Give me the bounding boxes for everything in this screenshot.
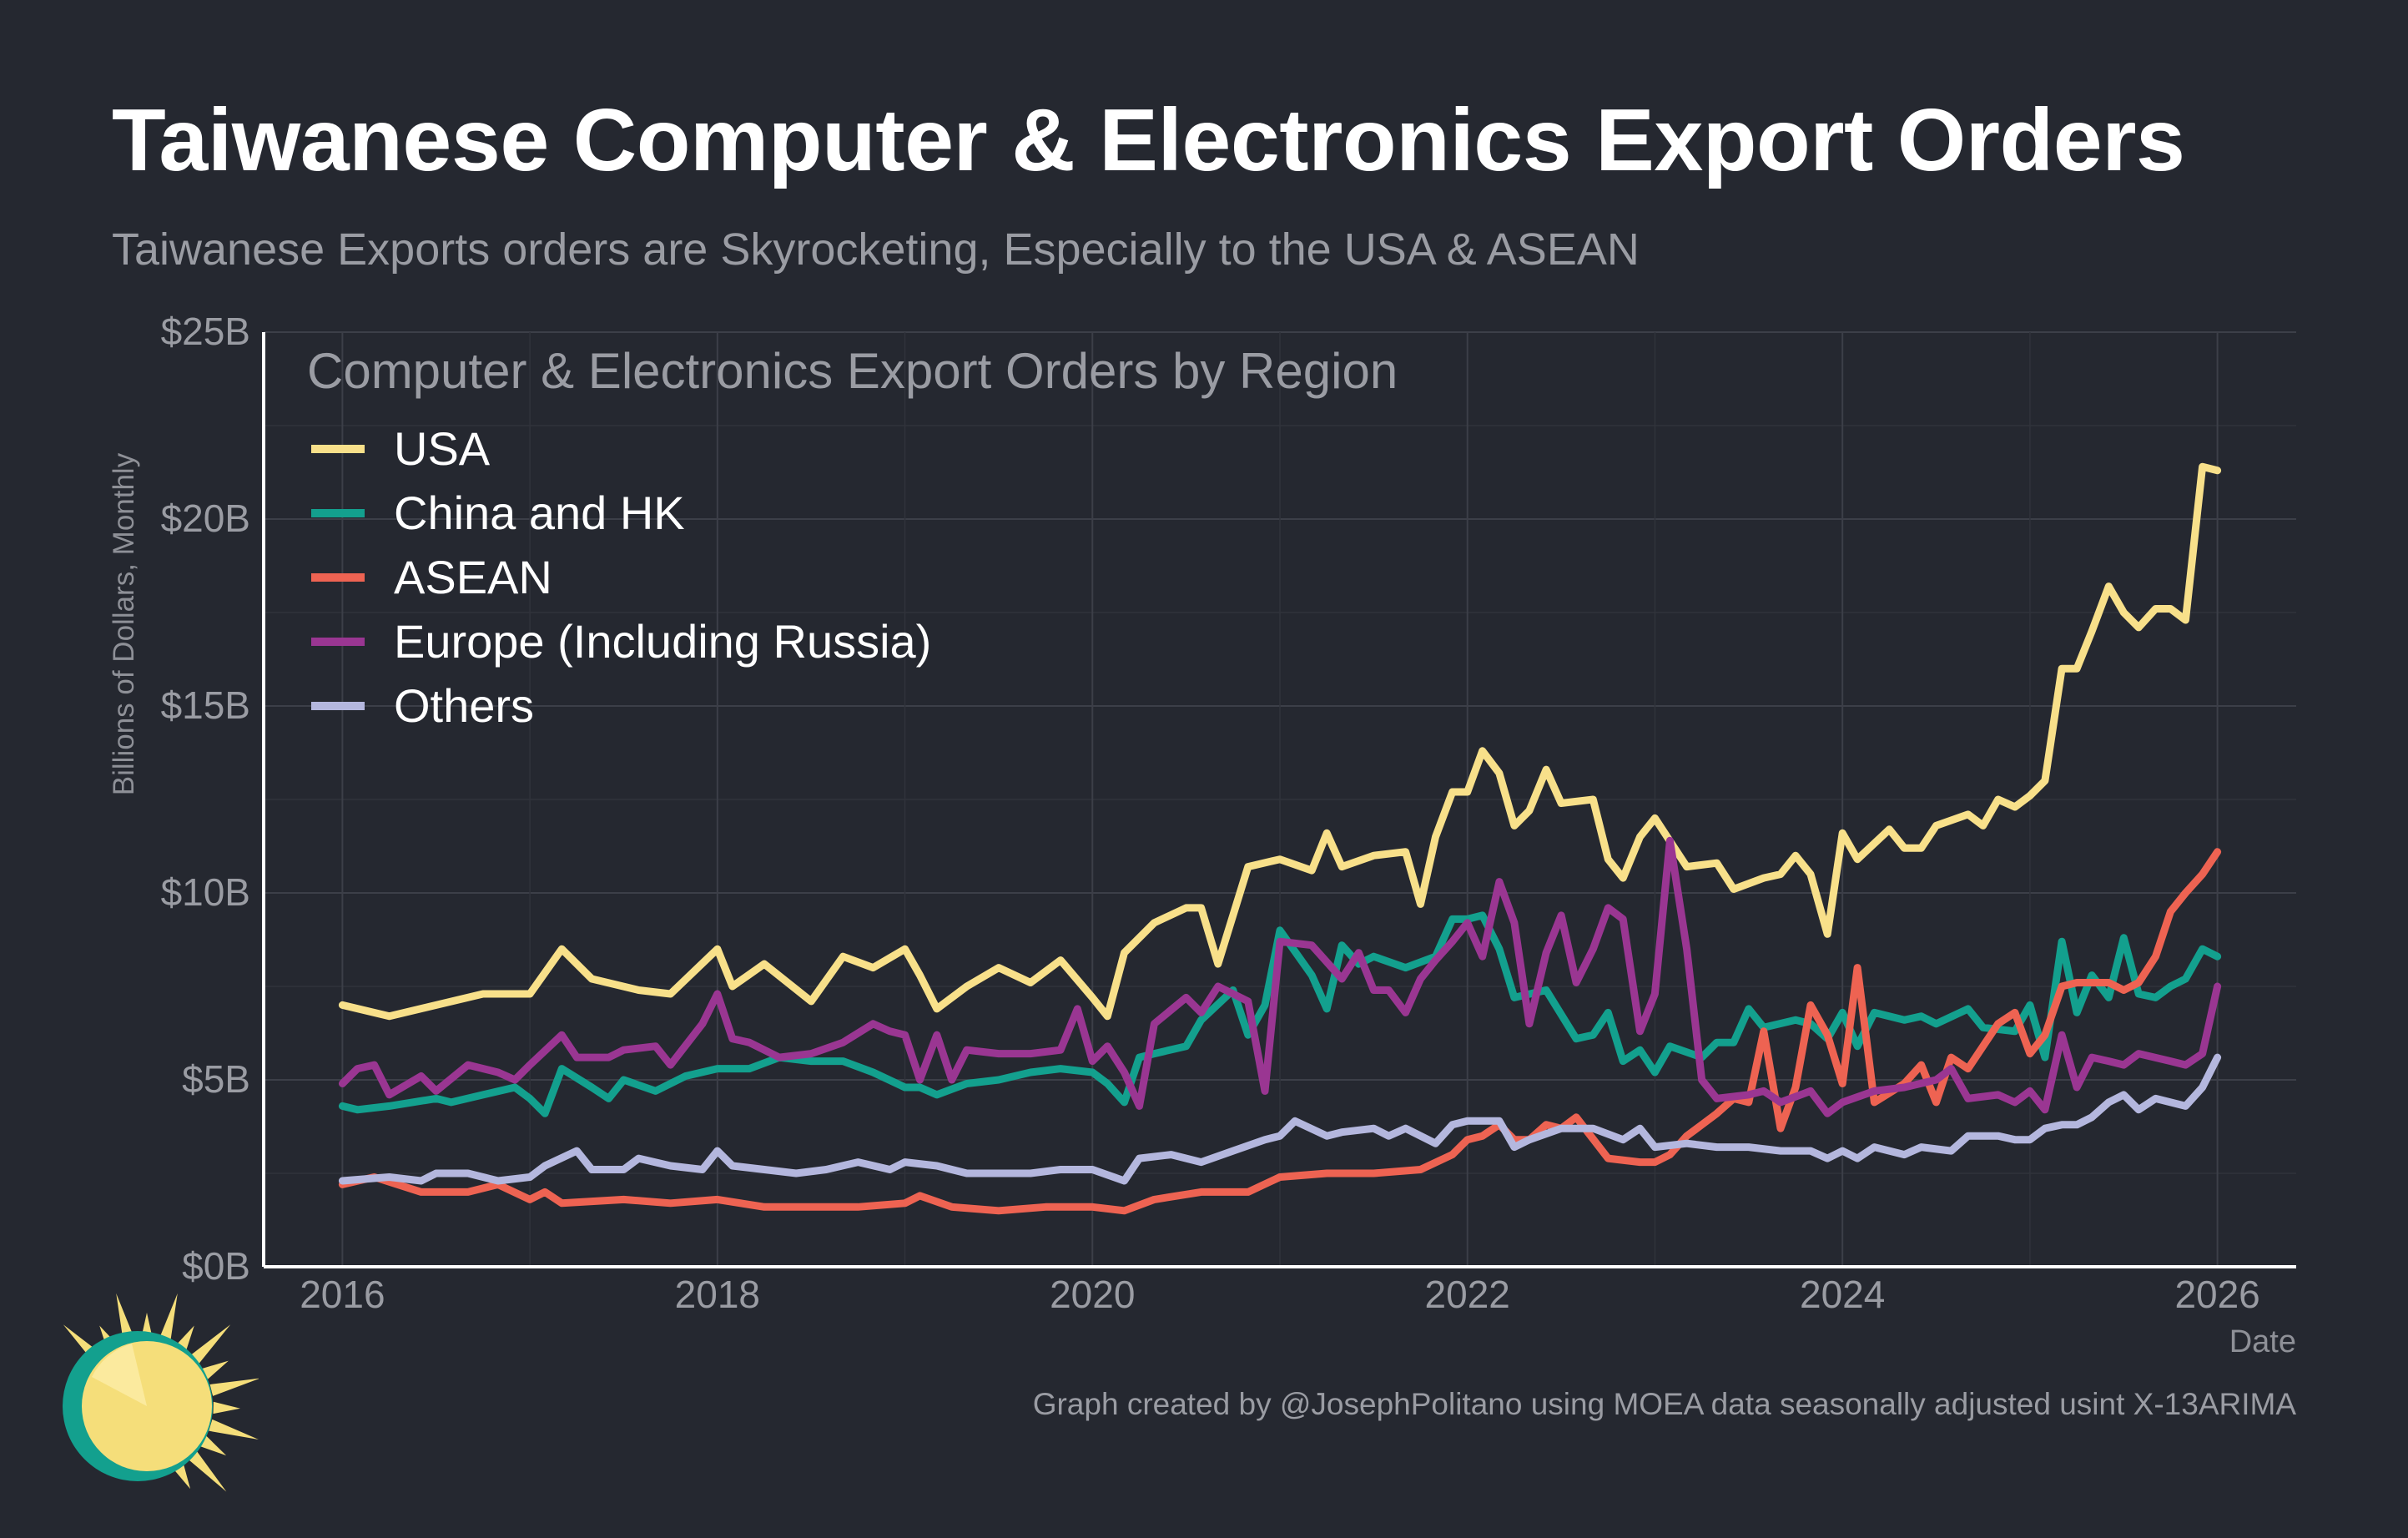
x-tick-label: 2022: [1425, 1273, 1510, 1316]
sun-shade-icon: [92, 1344, 147, 1406]
sun-ray-icon: [199, 1435, 227, 1456]
chart-legend: USA China and HK ASEAN Europe (Including Ru…: [311, 422, 931, 732]
x-tick-label: 2026: [2174, 1273, 2259, 1316]
y-tick-label: $0B: [182, 1244, 250, 1288]
sun-ray-icon: [116, 1293, 136, 1344]
y-tick-label: $10B: [161, 870, 250, 914]
sun-ray-icon: [202, 1360, 229, 1379]
y-tick-label: $5B: [182, 1057, 250, 1101]
y-tick-label: $15B: [161, 683, 250, 727]
legend-label-china-and-hk: China and HK: [394, 487, 685, 539]
series-line-usa: [338, 462, 2222, 1021]
y-tick-label: $20B: [161, 497, 250, 540]
sun-ray-icon: [209, 1419, 259, 1440]
x-tick-label: 2020: [1050, 1273, 1135, 1316]
x-axis-label: Date: [2229, 1324, 2296, 1359]
sun-ray-icon: [209, 1378, 259, 1396]
series-line-china-and-hk: [338, 911, 2222, 1117]
chart-grid: [264, 331, 2296, 1268]
page-title: Taiwanese Computer & Electronics Export …: [112, 91, 2185, 189]
page-subtitle: Taiwanese Exports orders are Skyrocketin…: [112, 224, 1640, 275]
y-axis-label: Billions of Dollars, Monthly: [108, 452, 140, 795]
chart-ticks: $0B $5B $10B $15B $20B $25B 2016 2018 2020 2022 20…: [161, 310, 2260, 1316]
x-tick-label: 2016: [300, 1273, 385, 1316]
legend-label-asean: ASEAN: [394, 551, 552, 603]
chart-axes: [262, 332, 2296, 1268]
legend-title: Computer & Electronics Export Orders by …: [307, 343, 1398, 399]
chart-series: [338, 462, 2222, 1215]
x-tick-label: 2018: [675, 1273, 760, 1316]
series-line-asean: [338, 848, 2222, 1215]
source-caption: Graph created by @JosephPolitano using M…: [1032, 1387, 2296, 1421]
legend-label-usa: USA: [394, 422, 491, 475]
sun-ray-icon: [213, 1401, 240, 1414]
sun-ray-icon: [189, 1324, 231, 1364]
x-tick-label: 2024: [1800, 1273, 1885, 1316]
legend-label-europe-including-russia-: Europe (Including Russia): [394, 615, 931, 668]
series-line-europe-including-russia-: [338, 836, 2222, 1117]
sun-logo-icon: [63, 1293, 259, 1492]
sun-ray-icon: [158, 1293, 178, 1344]
legend-label-others: Others: [394, 679, 534, 732]
y-tick-label: $25B: [161, 310, 250, 353]
sun-ray-icon: [187, 1450, 227, 1492]
series-line-others: [338, 1053, 2222, 1185]
